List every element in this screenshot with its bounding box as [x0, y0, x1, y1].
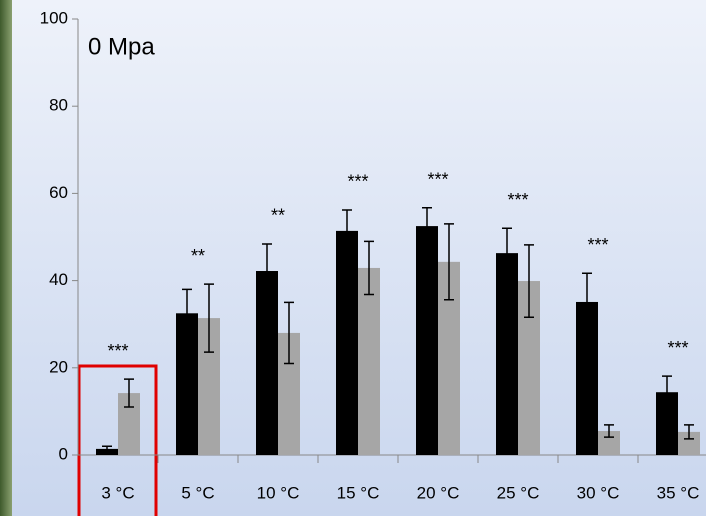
photo-strip — [0, 0, 12, 516]
error-bar — [444, 223, 454, 301]
x-tick-label: 3 °C — [101, 483, 134, 502]
bar — [598, 431, 620, 455]
bar — [198, 318, 220, 455]
bar — [358, 267, 380, 455]
bar — [576, 301, 598, 455]
x-tick-label: 5 °C — [181, 483, 214, 502]
significance-label: *** — [347, 172, 368, 192]
significance-label: ** — [191, 246, 205, 266]
bar — [678, 431, 700, 455]
x-tick-label: 10 °C — [257, 483, 300, 502]
y-tick-label: 80 — [49, 96, 68, 115]
y-tick-label: 100 — [40, 8, 68, 27]
highlight-box — [77, 364, 158, 516]
y-tick-label: 40 — [49, 270, 68, 289]
error-bar — [604, 424, 614, 438]
error-bar — [182, 288, 192, 339]
error-bar — [124, 378, 134, 408]
annotation: 0 Mpa — [88, 33, 155, 60]
bar — [278, 332, 300, 455]
significance-label: *** — [587, 235, 608, 255]
error-bar — [422, 207, 432, 246]
y-tick-label: 0 — [59, 444, 68, 463]
bar — [176, 313, 198, 455]
bar — [416, 226, 438, 455]
bar — [496, 253, 518, 455]
bar — [118, 393, 140, 455]
bar — [438, 261, 460, 455]
bar — [336, 230, 358, 455]
error-bar — [284, 301, 294, 365]
x-tick-label: 25 °C — [497, 483, 540, 502]
significance-label: ** — [271, 206, 285, 226]
error-bar — [204, 283, 214, 353]
significance-label: *** — [427, 170, 448, 190]
error-bar — [364, 240, 374, 296]
x-tick-label: 30 °C — [577, 483, 620, 502]
x-tick-label: 35 °C — [657, 483, 700, 502]
x-tick-label: 15 °C — [337, 483, 380, 502]
error-bar — [102, 445, 112, 453]
significance-label: *** — [107, 341, 128, 361]
error-bar — [524, 244, 534, 318]
x-tick-label: 20 °C — [417, 483, 460, 502]
y-tick-label: 60 — [49, 183, 68, 202]
significance-label: *** — [667, 338, 688, 358]
bar — [518, 281, 540, 455]
error-bar — [582, 272, 592, 332]
bar — [656, 392, 678, 455]
error-bar — [502, 227, 512, 279]
error-bar — [662, 375, 672, 410]
error-bar — [342, 209, 352, 253]
significance-label: *** — [507, 190, 528, 210]
error-bar — [262, 243, 272, 299]
error-bar — [684, 424, 694, 440]
y-tick-label: 20 — [49, 357, 68, 376]
bar — [256, 271, 278, 455]
